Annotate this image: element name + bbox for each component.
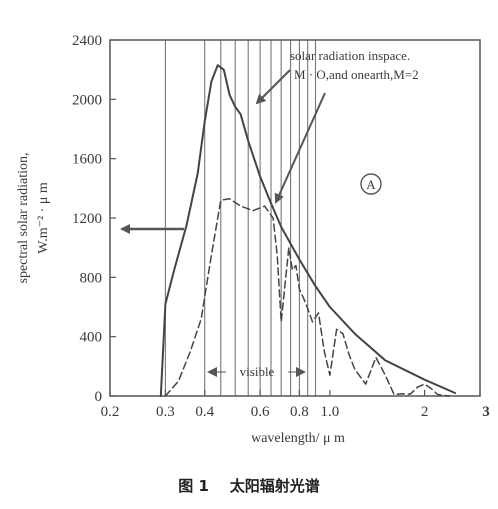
y-tick-label: 0 xyxy=(95,389,103,405)
y-tick-label: 2000 xyxy=(72,92,102,108)
y-tick-label: 1600 xyxy=(72,152,102,168)
x-tick-label: 3 xyxy=(482,404,490,420)
y-axis-title-line1: spectral solar radiation, xyxy=(16,152,31,283)
x-tick-label: 2 xyxy=(421,404,429,420)
y-tick-label: 2400 xyxy=(72,33,102,49)
annotation-arrow-earth xyxy=(274,92,326,204)
x-tick-label: 0.6 xyxy=(251,404,270,420)
y-tick-label: 800 xyxy=(80,270,103,286)
y-axis-ticks: 0 400 800 1200 1600 2000 2400 xyxy=(72,33,116,405)
y-tick-label: 400 xyxy=(80,330,103,346)
x-axis-ticks: 0.2 0.3 0.4 0.6 0.8 1.0 2 3 xyxy=(101,390,490,420)
annotation-circle-a xyxy=(360,173,382,195)
annotation-inspace-line1: solar radiation inspace. xyxy=(290,48,410,63)
series-line-solid xyxy=(159,64,457,397)
x-tick-label: 0.2 xyxy=(101,404,120,420)
annotation-arrow-space xyxy=(255,69,291,105)
visible-range-label: visible xyxy=(240,364,275,379)
x-tick-label: 0.4 xyxy=(195,404,214,420)
x-tick-label: 0.8 xyxy=(290,404,309,420)
y-tick-label: 1200 xyxy=(72,211,102,227)
annotation-circle-a-label: A xyxy=(366,177,376,192)
annotation-inspace-line2: M · O,and onearth,M=2 xyxy=(294,67,419,82)
series-line-dashed xyxy=(164,197,451,397)
x-axis-title: wavelength/ μ m xyxy=(251,431,345,446)
data-series xyxy=(159,64,457,397)
figure-caption: 图 1 太阳辐射光谱 xyxy=(178,477,320,495)
x-tick-label: 0.3 xyxy=(156,404,175,420)
x-tick-label: 1.0 xyxy=(321,404,340,420)
y-axis-title-line2: W.m⁻² · μ m xyxy=(36,182,51,254)
